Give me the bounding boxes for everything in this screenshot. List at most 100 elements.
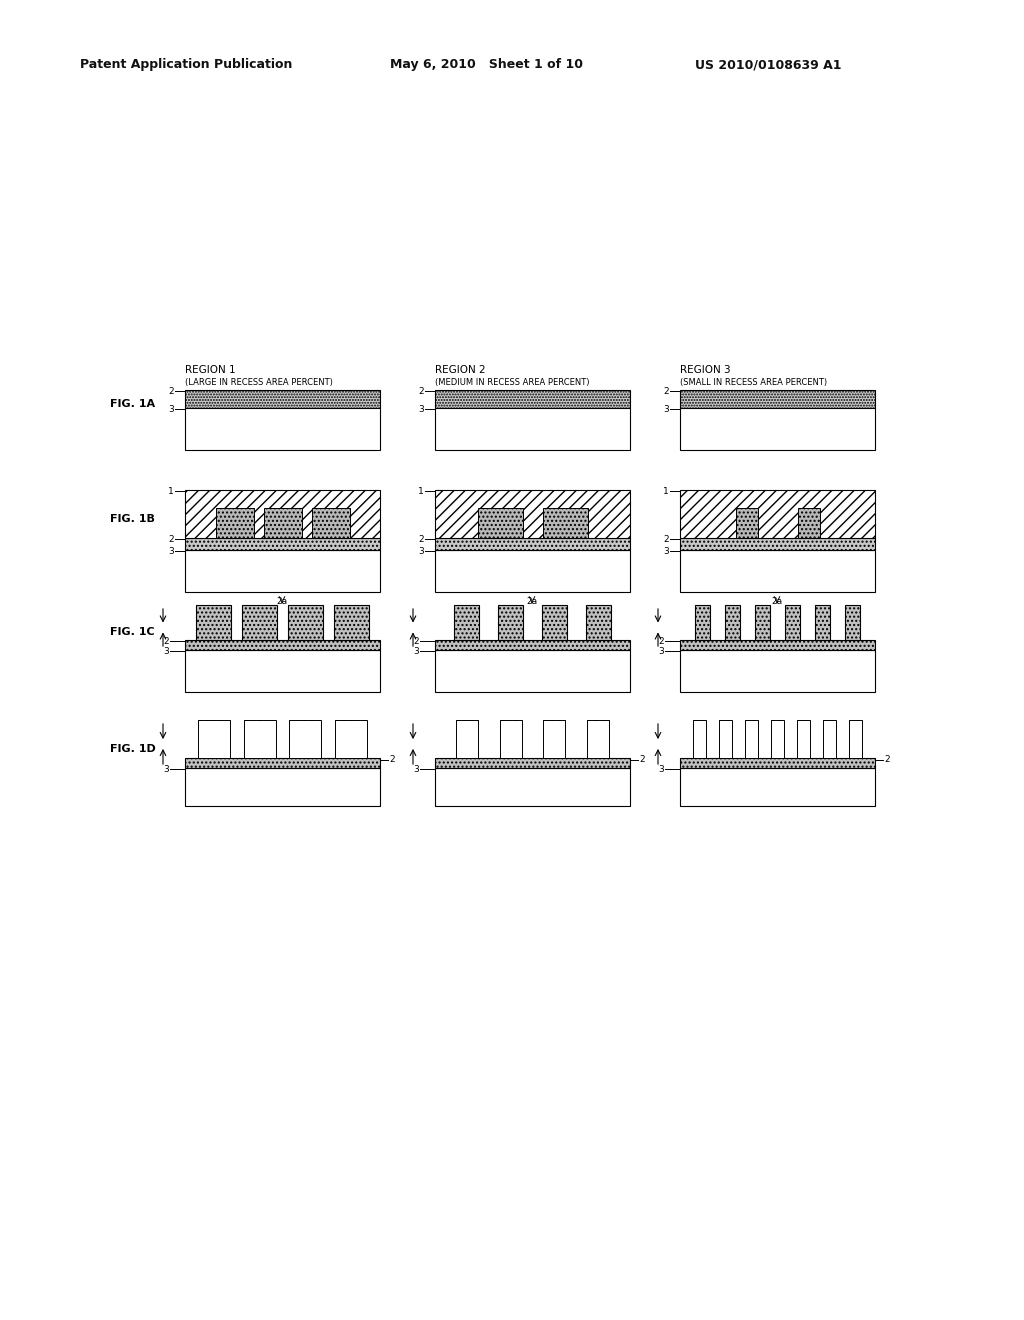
Bar [771, 719, 784, 758]
Text: 2: 2 [419, 387, 424, 396]
Bar [335, 719, 367, 758]
Text: FIG. 1A: FIG. 1A [110, 399, 155, 409]
Text: 3: 3 [168, 404, 174, 413]
Bar [435, 758, 630, 768]
Bar [477, 508, 522, 539]
Bar [498, 605, 523, 640]
Bar [680, 408, 874, 450]
Bar [185, 408, 380, 450]
Bar [289, 719, 322, 758]
Bar [185, 389, 380, 408]
Text: 2: 2 [164, 636, 169, 645]
Text: (SMALL IN RECESS AREA PERCENT): (SMALL IN RECESS AREA PERCENT) [680, 378, 827, 387]
Text: 2: 2 [884, 755, 890, 764]
Bar [435, 550, 630, 591]
Text: 2: 2 [639, 755, 645, 764]
Bar [725, 605, 740, 640]
Bar [288, 605, 323, 640]
Text: 3: 3 [163, 647, 169, 656]
Bar [543, 719, 565, 758]
Bar [244, 719, 275, 758]
Text: (MEDIUM IN RECESS AREA PERCENT): (MEDIUM IN RECESS AREA PERCENT) [435, 378, 590, 387]
Text: 2: 2 [419, 535, 424, 544]
Text: 2a: 2a [526, 597, 538, 606]
Bar [242, 605, 278, 640]
Bar [680, 389, 874, 408]
Text: 2a: 2a [276, 597, 288, 606]
Bar [798, 508, 819, 539]
Text: 3: 3 [658, 647, 664, 656]
Bar [845, 605, 860, 640]
Text: 2: 2 [664, 535, 669, 544]
Bar [680, 768, 874, 807]
Bar [199, 719, 230, 758]
Text: FIG. 1C: FIG. 1C [110, 627, 155, 638]
Text: FIG. 1D: FIG. 1D [110, 744, 156, 754]
Text: 3: 3 [414, 764, 419, 774]
Text: 3: 3 [664, 546, 669, 556]
Bar [693, 719, 706, 758]
Text: 2: 2 [414, 636, 419, 645]
Text: REGION 2: REGION 2 [435, 366, 485, 375]
Text: 2: 2 [168, 387, 174, 396]
Bar [755, 605, 770, 640]
Bar [185, 550, 380, 591]
Bar [587, 719, 608, 758]
Bar [849, 719, 862, 758]
Bar [680, 640, 874, 649]
Text: 3: 3 [163, 764, 169, 774]
Bar [435, 768, 630, 807]
Bar [542, 605, 567, 640]
Bar [435, 408, 630, 450]
Text: 3: 3 [664, 404, 669, 413]
Bar [543, 508, 588, 539]
Bar [815, 605, 830, 640]
Text: 1: 1 [418, 487, 424, 495]
Text: US 2010/0108639 A1: US 2010/0108639 A1 [695, 58, 842, 71]
Text: 2: 2 [664, 387, 669, 396]
Bar [185, 758, 380, 768]
Text: 2: 2 [168, 535, 174, 544]
Text: 3: 3 [168, 546, 174, 556]
Text: 3: 3 [414, 647, 419, 656]
Bar [185, 490, 380, 539]
Bar [196, 605, 231, 640]
Bar [435, 539, 630, 550]
Bar [680, 758, 874, 768]
Bar [745, 719, 758, 758]
Bar [185, 640, 380, 649]
Bar [680, 539, 874, 550]
Bar [311, 508, 349, 539]
Bar [500, 719, 522, 758]
Text: 1: 1 [664, 487, 669, 495]
Bar [719, 719, 732, 758]
Text: 3: 3 [658, 764, 664, 774]
Bar [735, 508, 758, 539]
Text: May 6, 2010   Sheet 1 of 10: May 6, 2010 Sheet 1 of 10 [390, 58, 583, 71]
Bar [695, 605, 710, 640]
Text: (LARGE IN RECESS AREA PERCENT): (LARGE IN RECESS AREA PERCENT) [185, 378, 333, 387]
Bar [454, 605, 479, 640]
Bar [797, 719, 810, 758]
Bar [680, 649, 874, 692]
Text: 2: 2 [389, 755, 394, 764]
Bar [457, 719, 478, 758]
Text: REGION 3: REGION 3 [680, 366, 731, 375]
Bar [334, 605, 369, 640]
Bar [680, 490, 874, 539]
Bar [263, 508, 301, 539]
Text: Patent Application Publication: Patent Application Publication [80, 58, 293, 71]
Text: 2: 2 [658, 636, 664, 645]
Bar [435, 649, 630, 692]
Text: FIG. 1B: FIG. 1B [110, 513, 155, 524]
Bar [215, 508, 254, 539]
Bar [785, 605, 800, 640]
Bar [435, 640, 630, 649]
Bar [185, 649, 380, 692]
Bar [823, 719, 836, 758]
Bar [185, 768, 380, 807]
Bar [185, 539, 380, 550]
Bar [680, 550, 874, 591]
Bar [435, 490, 630, 539]
Text: 2a: 2a [771, 597, 782, 606]
